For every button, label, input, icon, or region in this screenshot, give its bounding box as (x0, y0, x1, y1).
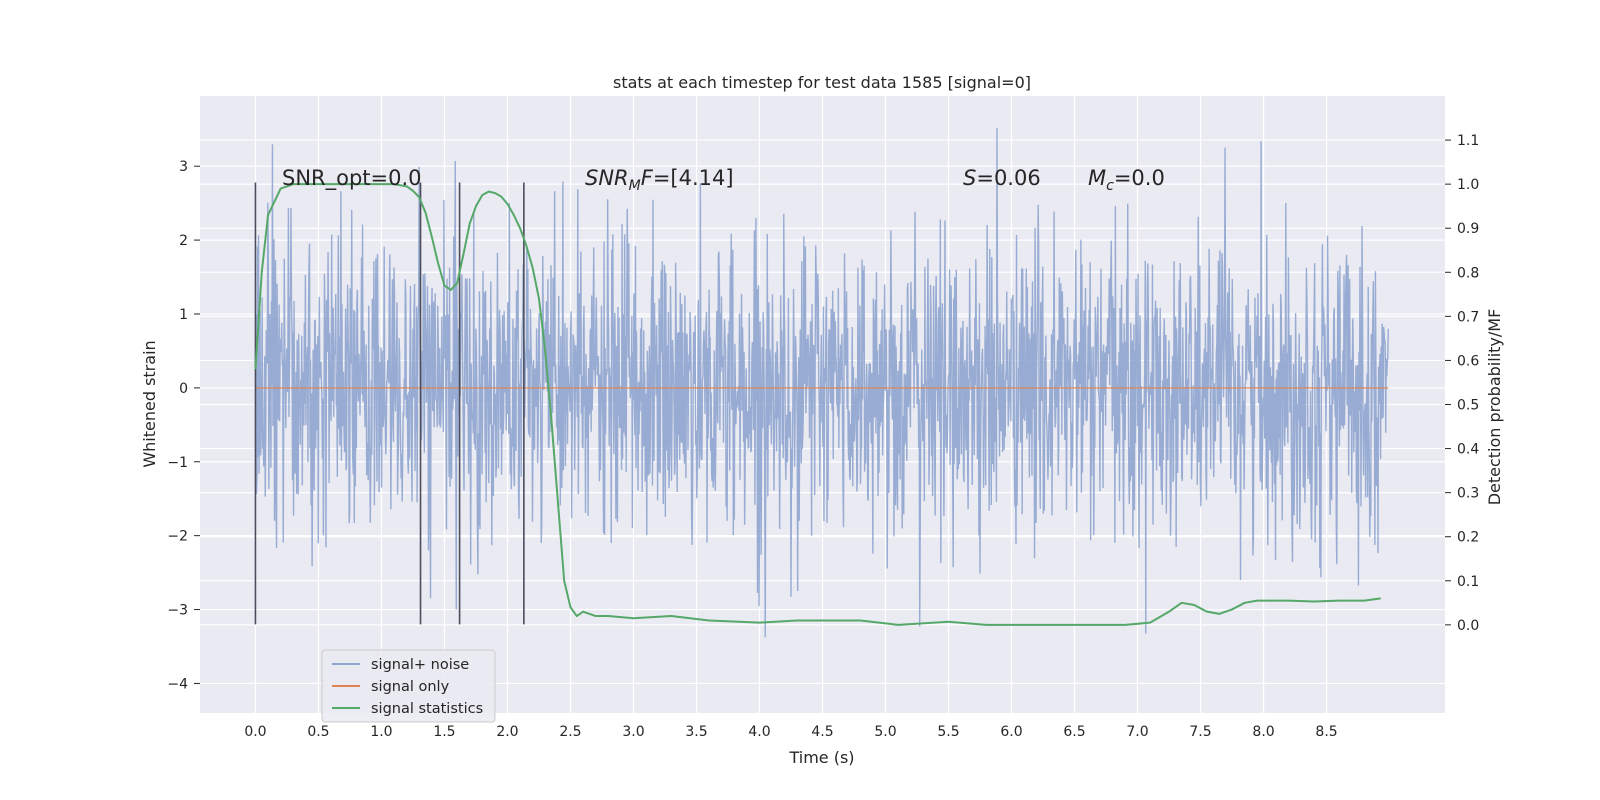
signal-noise-series (254, 128, 1389, 638)
y-tick-label: 3 (179, 159, 188, 175)
y-tick-label: 0 (179, 381, 188, 397)
y-tick-label: 1 (179, 307, 188, 323)
x-tick-label: 6.5 (1063, 724, 1085, 740)
x-tick-label: 2.0 (496, 724, 518, 740)
x-tick-label: 0.5 (307, 724, 329, 740)
annotation-snr-opt: SNR_opt=0.0 (282, 166, 422, 191)
x-tick-label: 1.0 (370, 724, 392, 740)
annotation-s-value: =0.06 (976, 166, 1040, 190)
legend: signal+ noise signal only signal statist… (321, 649, 496, 723)
annotation-mc-subscript: c (1106, 178, 1114, 194)
y-right-tick-label: 0.4 (1457, 442, 1479, 458)
x-tick-label: 7.5 (1189, 724, 1211, 740)
annotation-snr-mf: SNRMF=[4.14] (585, 166, 734, 194)
y-right-tick-label: 0.1 (1457, 574, 1479, 590)
x-tick-label: 7.0 (1126, 724, 1148, 740)
y-right-tick-label: 1.0 (1457, 177, 1479, 193)
chart-title: stats at each timestep for test data 158… (613, 73, 1031, 92)
x-tick-label: 0.0 (244, 724, 266, 740)
annotation-mc-symbol: M (1088, 166, 1106, 190)
x-tick-label: 6.0 (1000, 724, 1022, 740)
y-right-tick-label: 0.5 (1457, 398, 1479, 414)
x-tick-label: 5.5 (937, 724, 959, 740)
y-right-tick-label: 0.6 (1457, 353, 1479, 369)
annotation-mc: Mc=0.0 (1088, 166, 1165, 194)
annotation-s-symbol: S (963, 166, 976, 190)
x-tick-label: 2.5 (559, 724, 581, 740)
y-tick-label: 2 (179, 233, 188, 249)
y-right-tick-label: 0.3 (1457, 486, 1479, 502)
legend-label-signal-statistics: signal statistics (371, 701, 483, 717)
annotation-snr-mf-symbol: SNR (585, 166, 629, 190)
y-right-tick-label: 0.9 (1457, 221, 1479, 237)
y-right-tick-label: 0.0 (1457, 618, 1479, 634)
y-right-tick-label: 0.7 (1457, 309, 1479, 325)
y-right-tick-label: 0.2 (1457, 530, 1479, 546)
x-axis-label: Time (s) (788, 748, 854, 767)
annotation-mc-value: =0.0 (1114, 166, 1165, 190)
x-tick-label: 3.5 (685, 724, 707, 740)
annotation-snr-mf-italic: F (641, 166, 654, 190)
legend-label-signal-only: signal only (371, 679, 450, 695)
annotation-snr-mf-subscript: M (629, 178, 641, 194)
y-tick-label: −2 (167, 529, 188, 545)
x-tick-label: 5.0 (874, 724, 896, 740)
x-tick-label: 4.5 (811, 724, 833, 740)
y-tick-label: −1 (167, 455, 188, 471)
x-tick-label: 8.5 (1315, 724, 1337, 740)
x-tick-label: 1.5 (433, 724, 455, 740)
y-right-tick-label: 1.1 (1457, 133, 1479, 149)
x-tick-label: 3.0 (622, 724, 644, 740)
y-right-tick-label: 0.8 (1457, 265, 1479, 281)
legend-label-signal-noise: signal+ noise (371, 657, 469, 673)
vertical-marker-lines (254, 182, 525, 625)
annotation-snr-mf-value: =[4.14] (653, 166, 734, 190)
y-tick-label: −3 (167, 603, 188, 619)
tick-labels: 0.0 0.5 1.0 1.5 2.0 2.5 3.0 3.5 4.0 4.5 5.0 5.5 6.0 6… (167, 133, 1479, 740)
x-tick-label: 4.0 (748, 724, 770, 740)
y-axis-label: Whitened strain (140, 340, 159, 467)
y-tick-label: −4 (167, 676, 188, 692)
annotation-s: S=0.06 (963, 166, 1041, 190)
signal-noise-line (254, 128, 1389, 638)
y-right-axis-label: Detection probability/MF (1485, 309, 1504, 506)
x-tick-label: 8.0 (1252, 724, 1274, 740)
legend-box (321, 649, 496, 723)
signal-statistics-series (254, 183, 1381, 626)
signal-statistics-line (254, 183, 1381, 626)
